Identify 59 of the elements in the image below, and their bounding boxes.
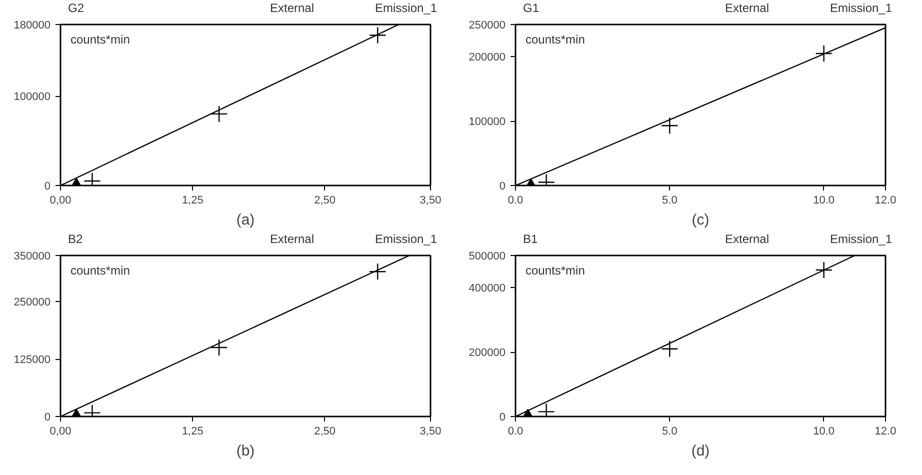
y-tick-label: 125000 [14, 354, 51, 366]
text: Emission_1 [830, 0, 892, 17]
text: Emission_1 [830, 231, 892, 248]
y-tick-label: 250000 [468, 20, 506, 32]
x-tick-label: 1,25 [182, 194, 204, 206]
chart-title: G1 [523, 0, 540, 17]
y-tick-label: 250000 [14, 296, 51, 308]
x-axis-title: (d) [691, 442, 710, 460]
point [661, 117, 678, 134]
y-axis-title: counts*min [70, 32, 130, 46]
x-tick-label: 10.0 [813, 426, 835, 438]
y-tick-label: 100000 [14, 91, 51, 104]
y-axis-title: counts*min [526, 264, 585, 278]
y-tick-label: 100000 [468, 116, 506, 128]
point [369, 263, 386, 280]
point [369, 26, 386, 44]
y-tick-label: 200000 [468, 347, 506, 360]
x-axis-title: (c) [692, 212, 710, 228]
x-tick-label: 12.0 [874, 194, 896, 206]
y-tick-label: 0 [499, 180, 506, 192]
y-tick-label: 500000 [468, 250, 506, 262]
y-tick-label: 0 [44, 412, 51, 424]
y-tick-label: 200000 [468, 52, 506, 64]
chart-title: G2 [68, 0, 84, 17]
point [210, 338, 228, 356]
text: Emission_1 [375, 231, 438, 248]
x-tick-label: 2,50 [314, 426, 336, 438]
text: External [725, 0, 770, 17]
text: External [725, 231, 770, 248]
x-tick-label: 12.0 [874, 426, 896, 438]
point [210, 105, 228, 123]
x-tick-label: 0.0 [508, 194, 524, 206]
chart-title: B1 [523, 231, 538, 248]
y-tick-label: 0 [44, 180, 51, 192]
x-tick-label: 3,50 [420, 426, 442, 438]
point [661, 340, 678, 358]
y-tick-label: 400000 [468, 282, 506, 295]
point [815, 261, 832, 279]
y-axis-title: counts*min [70, 264, 130, 278]
text: External [270, 231, 314, 248]
x-axis-title: (b) [236, 442, 255, 460]
y-tick-label: 0 [499, 412, 506, 424]
x-tick-label: 0,00 [50, 426, 72, 438]
x-tick-label: 5.0 [662, 426, 678, 438]
x-tick-label: 0,00 [50, 194, 72, 206]
text: Emission_1 [375, 0, 438, 17]
y-axis-title: counts*min [526, 32, 585, 46]
x-tick-label: 0.0 [508, 426, 524, 438]
x-axis-title: (a) [236, 212, 255, 228]
x-tick-label: 1,25 [182, 426, 204, 438]
chart-title: B2 [68, 231, 83, 248]
x-tick-label: 2,50 [314, 194, 336, 206]
x-tick-label: 10.0 [813, 194, 835, 206]
text: External [270, 0, 314, 17]
y-tick-label: 350000 [14, 250, 51, 262]
x-tick-label: 3,50 [420, 194, 442, 206]
x-tick-label: 5.0 [662, 194, 678, 206]
y-tick-label: 180000 [14, 20, 51, 32]
point [815, 44, 832, 62]
